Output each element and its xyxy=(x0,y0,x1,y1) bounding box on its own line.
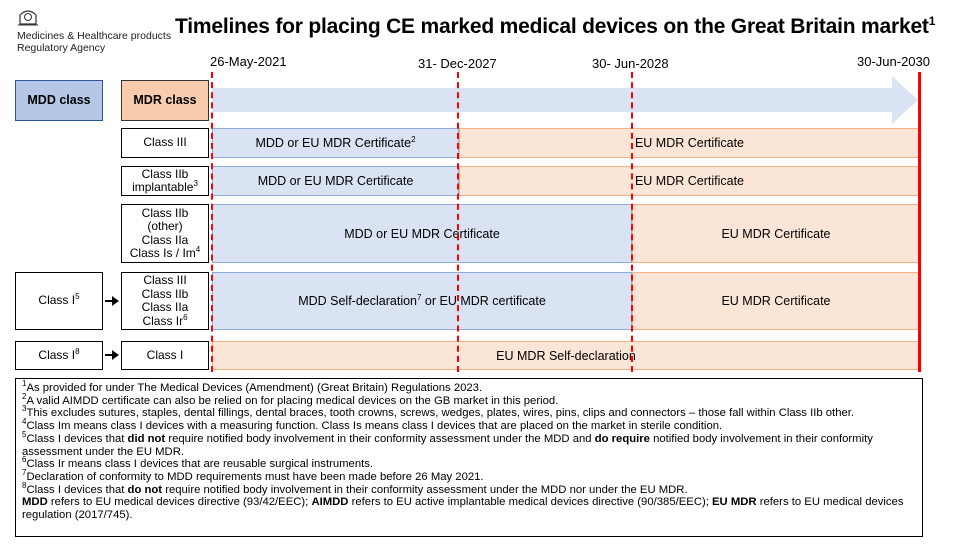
timeline-arrow xyxy=(212,76,918,124)
title-sup: 1 xyxy=(928,14,936,28)
mdd-class-i: Class I8 xyxy=(15,341,103,370)
row3-bar-mdr-label: EU MDR Certificate xyxy=(721,226,831,241)
row2-bar-transition-label: MDD or EU MDR Certificate xyxy=(257,174,414,188)
mdd-class-i-upclassified-label: Class I5 xyxy=(38,292,80,308)
row4-bar-transition-label: MDD Self-declaration7 or EU MDR certific… xyxy=(298,292,546,308)
date-label-2027: 31- Dec-2027 xyxy=(418,56,497,71)
mdr-class-iii-iib-iia-ir-label: Class III Class IIb Class IIa Class Ir6 xyxy=(141,273,189,328)
row4-bar-mdr: EU MDR Certificate xyxy=(632,272,920,330)
row4-bar-transition: MDD Self-declaration7 or EU MDR certific… xyxy=(212,272,632,330)
date-line-2028 xyxy=(631,72,633,372)
mdr-class-iii-iib-iia-ir: Class III Class IIb Class IIa Class Ir6 xyxy=(121,272,209,330)
arrow-right-icon xyxy=(105,350,119,360)
row5-bar-label: EU MDR Self-declaration xyxy=(496,348,636,363)
footnotes-box: 1As provided for under The Medical Devic… xyxy=(15,378,923,537)
row1-bar-mdr: EU MDR Certificate xyxy=(459,128,920,158)
mdr-class-iib-other: Class IIb (other) Class IIa Class Is / Im4 xyxy=(121,204,209,263)
row3-bar-mdr: EU MDR Certificate xyxy=(632,204,920,263)
mdr-class-i: Class I xyxy=(121,341,209,370)
row3-bar-transition: MDD or EU MDR Certificate xyxy=(212,204,632,263)
crest-icon xyxy=(17,8,39,26)
mdd-class-i-label: Class I8 xyxy=(38,346,80,362)
mdd-class-header: MDD class xyxy=(15,80,103,121)
footnote-8: 8Class I devices that do not require not… xyxy=(22,480,688,496)
date-line-2027 xyxy=(457,72,459,372)
footnote-3: 3This excludes sutures, staples, dental … xyxy=(22,404,855,420)
mdr-class-iib-implantable: Class IIb implantable3 xyxy=(121,166,209,196)
mdr-class-iii-label: Class III xyxy=(143,135,187,150)
date-label-2028: 30- Jun-2028 xyxy=(592,56,669,71)
footnote-5: 5Class I devices that did not require no… xyxy=(22,430,873,458)
row4-bar-mdr-label: EU MDR Certificate xyxy=(721,294,831,308)
end-line-2030 xyxy=(918,72,921,372)
footnote-6: 6Class Ir means class I devices that are… xyxy=(22,455,374,471)
footnote-2: 2A valid AIMDD certificate can also be r… xyxy=(22,391,559,407)
footnote-1: 1As provided for under The Medical Devic… xyxy=(22,379,483,394)
row1-bar-mdr-label: EU MDR Certificate xyxy=(634,136,745,150)
row2-bar-transition: MDD or EU MDR Certificate xyxy=(212,166,459,196)
mdr-class-iii: Class III xyxy=(121,128,209,158)
arrow-right-icon xyxy=(105,296,119,306)
row1-bar-transition-label: MDD or EU MDR Certificate2 xyxy=(255,134,416,150)
mdr-class-iib-other-label: Class IIb (other) Class IIa Class Is / Im4 xyxy=(129,205,201,260)
mdd-class-i-upclassified: Class I5 xyxy=(15,272,103,330)
row1-bar-transition: MDD or EU MDR Certificate2 xyxy=(212,128,459,158)
date-label-2021: 26-May-2021 xyxy=(210,54,287,69)
row2-bar-mdr-label: EU MDR Certificate xyxy=(634,174,745,188)
row5-bar-mdr-self-declaration: EU MDR Self-declaration xyxy=(212,341,920,370)
footnote-4: 4Class Im means class I devices with a m… xyxy=(22,417,723,433)
agency-name: Medicines & Healthcare products Regulato… xyxy=(17,30,171,54)
footnote-definitions: MDD refers to EU medical devices directi… xyxy=(22,496,904,522)
date-label-2030: 30-Jun-2030 xyxy=(857,54,930,69)
row3-bar-transition-label: MDD or EU MDR Certificate xyxy=(344,226,500,241)
footnote-7: 7Declaration of conformity to MDD requir… xyxy=(22,468,484,483)
title-text: Timelines for placing CE marked medical … xyxy=(175,15,929,38)
mdr-class-iib-implantable-label: Class IIb implantable3 xyxy=(132,166,198,194)
date-line-2021 xyxy=(211,72,213,372)
agency-name-line1: Medicines & Healthcare products xyxy=(17,30,172,42)
mdr-class-i-label: Class I xyxy=(146,347,184,362)
row2-bar-mdr: EU MDR Certificate xyxy=(459,166,920,196)
mdr-class-header: MDR class xyxy=(121,80,209,121)
mdr-class-header-label: MDR class xyxy=(133,92,197,107)
agency-name-line2: Regulatory Agency xyxy=(17,42,106,54)
page-title: Timelines for placing CE marked medical … xyxy=(175,15,935,39)
mdd-class-header-label: MDD class xyxy=(27,92,91,107)
